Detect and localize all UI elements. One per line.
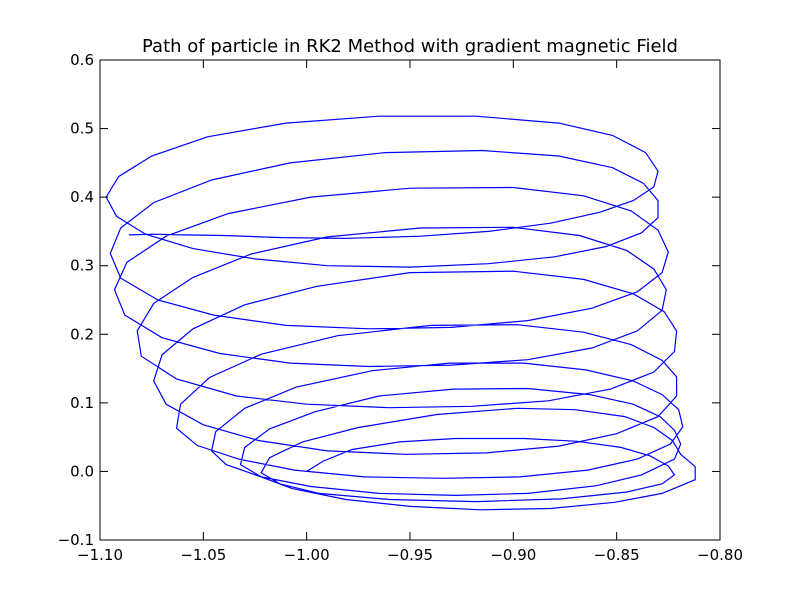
x-tick-label: −1.00 xyxy=(284,546,330,564)
x-tick-label: −0.80 xyxy=(697,546,743,564)
y-tick-label: −0.1 xyxy=(58,531,94,549)
x-tick-label: −0.85 xyxy=(594,546,640,564)
y-axis-tick-labels: −0.1 0.0 0.1 0.2 0.3 0.4 0.5 0.6 xyxy=(58,51,94,549)
y-tick-label: 0.3 xyxy=(70,257,94,275)
y-tick-label: 0.4 xyxy=(70,188,94,206)
plot-area xyxy=(99,59,721,541)
series-line-0 xyxy=(105,115,696,511)
x-tick-label: −0.95 xyxy=(387,546,433,564)
x-tick-label: −1.10 xyxy=(77,546,123,564)
chart-title: Path of particle in RK2 Method with grad… xyxy=(142,36,678,57)
y-tick-label: 0.1 xyxy=(70,394,94,412)
x-tick-label: −1.05 xyxy=(180,546,226,564)
y-tick-label: 0.0 xyxy=(70,462,94,480)
y-tick-label: 0.2 xyxy=(70,325,94,343)
ticks-layer xyxy=(99,59,721,541)
series-layer xyxy=(105,115,696,511)
y-tick-label: 0.5 xyxy=(70,120,94,138)
y-tick-label: 0.6 xyxy=(70,51,94,69)
x-tick-label: −0.90 xyxy=(490,546,536,564)
x-axis-tick-labels: −1.10 −1.05 −1.00 −0.95 −0.90 −0.85 −0.80 xyxy=(77,546,743,564)
